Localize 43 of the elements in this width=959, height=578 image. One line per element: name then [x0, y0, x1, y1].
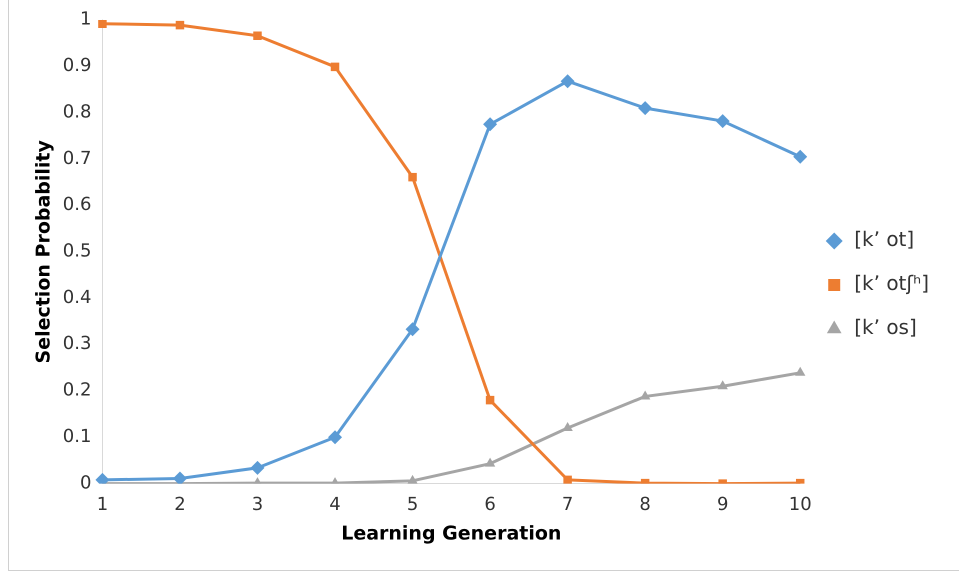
x-tick-label: 3	[252, 494, 264, 516]
y-tick-label: 0.5	[62, 240, 92, 262]
x-tick-label: 10	[788, 494, 812, 516]
x-axis-title: Learning Generation	[341, 522, 562, 545]
point	[98, 20, 107, 28]
point	[793, 150, 808, 164]
point	[253, 32, 262, 40]
point	[486, 396, 494, 404]
x-tick-label: 9	[716, 494, 728, 516]
y-tick-label: 0.1	[62, 426, 92, 447]
point	[408, 172, 417, 182]
point	[407, 474, 418, 484]
y-tick-label: 0.2	[62, 380, 92, 401]
point	[484, 458, 496, 467]
y-tick-label: 1	[80, 8, 92, 30]
y-tick-label: 0	[80, 472, 92, 494]
point	[717, 380, 728, 390]
point	[330, 62, 340, 72]
y-tick-label: 0.9	[62, 55, 92, 76]
x-tick-label: 6	[484, 494, 496, 516]
point	[795, 366, 806, 376]
legend-label: [k’ otʃʰ]	[854, 271, 930, 296]
x-tick-label: 5	[406, 494, 418, 516]
legend-label: [k’ os]	[854, 315, 917, 340]
point	[172, 472, 187, 484]
point	[638, 101, 652, 116]
x-tick-label: 7	[562, 494, 574, 516]
legend-label: [k’ ot]	[854, 227, 914, 252]
x-tick-label: 1	[96, 494, 108, 516]
point	[560, 74, 575, 88]
y-tick-label: 0.4	[62, 286, 92, 308]
y-tick-label: 0.8	[62, 101, 92, 122]
point	[716, 114, 730, 128]
y-tick-label: 0.6	[62, 194, 92, 216]
x-tick-label: 4	[329, 494, 341, 516]
x-tick-label: 8	[639, 494, 651, 516]
point	[176, 20, 184, 30]
y-tick-label: 0.7	[62, 148, 92, 169]
point	[406, 322, 420, 336]
point	[483, 117, 498, 132]
y-axis-title: Selection Probability	[32, 139, 54, 364]
x-tick-label: 2	[174, 494, 186, 516]
y-tick-label: 0.3	[62, 333, 92, 354]
